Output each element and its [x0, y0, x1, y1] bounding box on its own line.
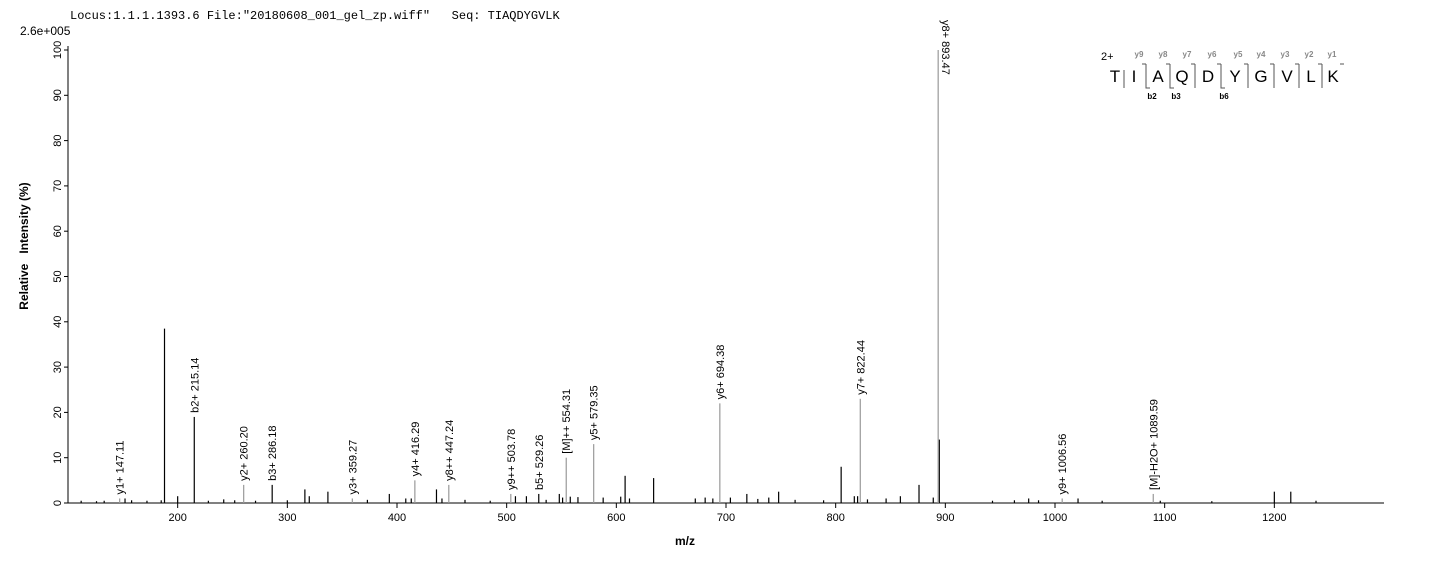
y-ion: y7 — [1183, 50, 1192, 59]
peak-label: y7+ 822.44 — [855, 340, 867, 395]
residue: L — [1306, 67, 1315, 86]
y-ion: y6 — [1208, 50, 1217, 59]
residue: I — [1132, 67, 1137, 86]
y-tick-label: 50 — [52, 270, 64, 282]
peak-label: y8+ 893.47 — [939, 20, 951, 75]
header: Locus:1.1.1.1393.6 File:"20180608_001_ge… — [70, 9, 560, 23]
x-axis-label: m/z — [675, 534, 695, 548]
y-ion: y2 — [1305, 50, 1314, 59]
x-tick-label: 1200 — [1262, 512, 1286, 524]
b-ion: b6 — [1219, 92, 1229, 101]
residue: A — [1152, 67, 1164, 86]
peak-label: y3+ 359.27 — [347, 440, 359, 495]
y-tick-label: 30 — [52, 361, 64, 373]
b-ion: b2 — [1147, 92, 1157, 101]
fragment-brackets — [1123, 63, 1344, 89]
peak-label: b3+ 286.18 — [267, 426, 279, 481]
y-ion: y4 — [1257, 50, 1266, 59]
y-tick-label: 20 — [52, 406, 64, 418]
x-tick-label: 200 — [168, 512, 186, 524]
y-tick-label: 70 — [52, 180, 64, 192]
x-tick-label: 700 — [717, 512, 735, 524]
residue: Y — [1229, 67, 1240, 86]
charge: 2+ — [1101, 51, 1114, 63]
peak-label: [M]++ 554.31 — [561, 389, 573, 454]
peak-label: y2+ 260.20 — [239, 426, 251, 481]
x-tick-label: 400 — [388, 512, 406, 524]
b-ion: b3 — [1171, 92, 1181, 101]
peak-label: y4+ 416.29 — [410, 422, 422, 477]
y-tick-label: 0 — [52, 500, 64, 506]
y-tick-label: 80 — [52, 134, 64, 146]
peak-label: y9++ 503.78 — [506, 429, 518, 490]
residue: D — [1202, 67, 1214, 86]
residue: T — [1110, 67, 1120, 86]
y-tick-label: 90 — [52, 89, 64, 101]
y-ion: y3 — [1281, 50, 1290, 59]
peak-label: y5+ 579.35 — [589, 385, 601, 440]
y-ion: y8 — [1159, 50, 1168, 59]
sequence-diagram: 2+ T I A Q D Y G V L K y9 y8 y7 y6 y5 y4… — [1101, 50, 1344, 101]
peak-label: y8++ 447.24 — [444, 420, 456, 481]
residue: K — [1327, 67, 1339, 86]
x-tick-label: 1000 — [1043, 512, 1067, 524]
y-ion: y1 — [1328, 50, 1337, 59]
y-ion: y5 — [1234, 50, 1243, 59]
x-tick-label: 500 — [497, 512, 515, 524]
peak-label: b2+ 215.14 — [189, 358, 201, 413]
x-tick-label: 1100 — [1153, 512, 1177, 524]
residue: G — [1254, 67, 1267, 86]
x-tick-label: 800 — [826, 512, 844, 524]
y-axis-label: Relative Intensity (%) — [17, 182, 31, 309]
scale-label: 2.6e+005 — [20, 24, 71, 38]
peak-label: y1+ 147.11 — [115, 441, 127, 495]
y-tick-label: 10 — [52, 452, 64, 464]
y-tick-label: 100 — [52, 41, 64, 59]
peak-label: b5+ 529.26 — [534, 435, 546, 490]
y-tick-label: 60 — [52, 225, 64, 237]
residue: Q — [1175, 67, 1188, 86]
y-tick-label: 40 — [52, 316, 64, 328]
peak-label: [M]-H2O+ 1089.59 — [1148, 399, 1160, 490]
x-tick-label: 900 — [936, 512, 954, 524]
peak-label: y6+ 694.38 — [715, 345, 727, 400]
y-ion: y9 — [1135, 50, 1144, 59]
x-tick-label: 600 — [607, 512, 625, 524]
residue: V — [1281, 67, 1293, 86]
peak-label: y9+ 1006.56 — [1057, 434, 1069, 495]
x-tick-label: 300 — [278, 512, 296, 524]
